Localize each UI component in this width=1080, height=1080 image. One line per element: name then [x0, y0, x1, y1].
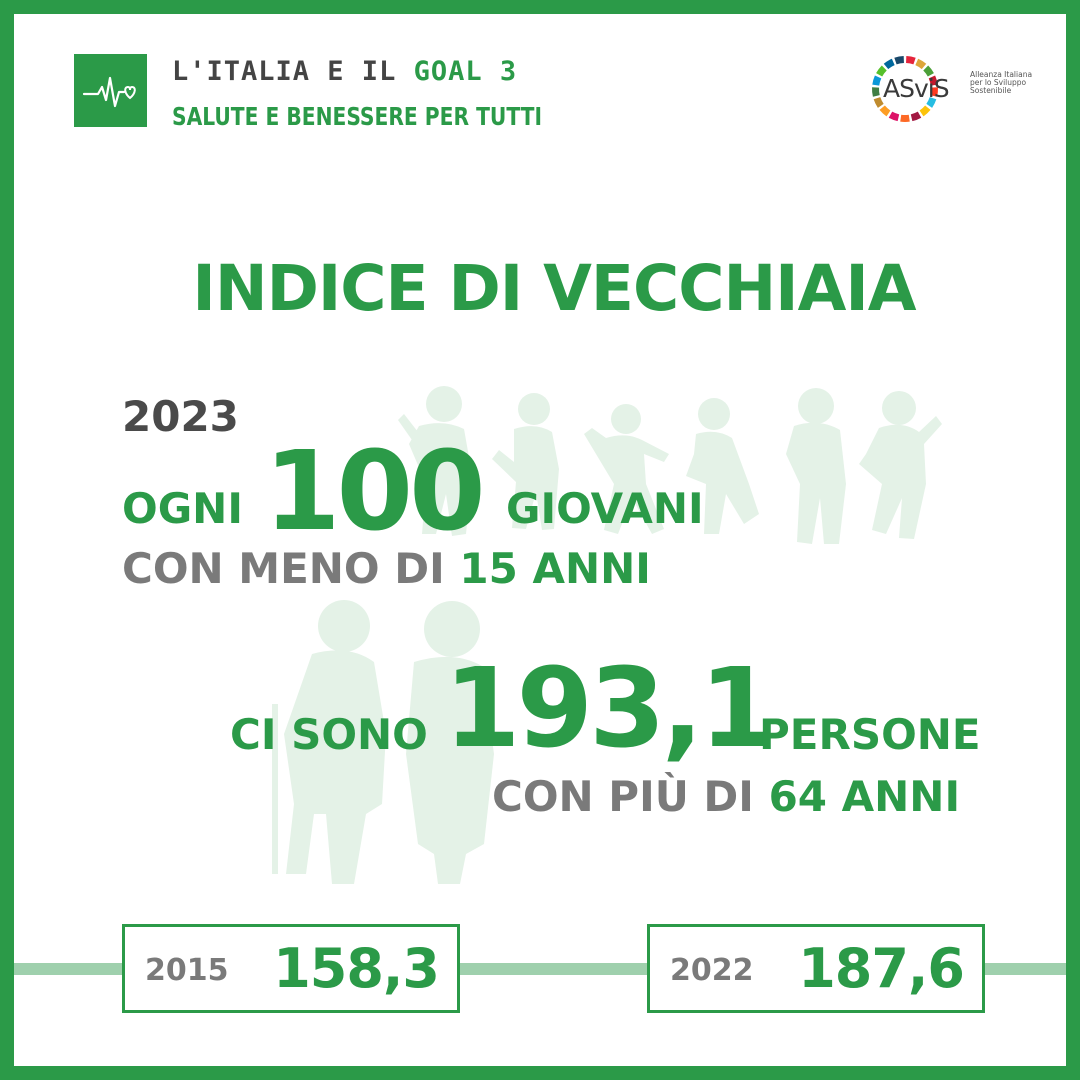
sdg-ring-segment — [915, 58, 927, 70]
header-prefix: L'ITALIA E IL — [172, 56, 414, 87]
old-count: 193,1 — [444, 644, 776, 772]
sdg-ring-segment — [910, 111, 922, 122]
sdg-ring-segment — [876, 65, 887, 77]
page-title: INDICE DI VECCHIAIA — [192, 252, 916, 325]
child-silhouette-6 — [859, 391, 942, 539]
sdg-ring-segment — [872, 75, 882, 86]
heartbeat-icon — [74, 54, 147, 127]
persone-label: PERSONE — [759, 710, 981, 759]
young-count: 100 — [264, 427, 486, 555]
ogni-label: OGNI — [122, 484, 243, 533]
asvis-logo: ASviS Alleanza Italiana per lo Sviluppo … — [870, 54, 1050, 124]
timeline-box-2015: 2015 158,3 — [122, 924, 460, 1013]
header-title: L'ITALIA E IL GOAL 3 — [172, 56, 517, 87]
over-64-label: CON PIÙ DI 64 ANNI — [492, 772, 960, 821]
sdg-ring-segment — [906, 56, 916, 65]
sdg-ring-segment — [872, 87, 880, 97]
child-silhouette-5 — [786, 388, 846, 544]
timeline-box-2022: 2022 187,6 — [647, 924, 985, 1013]
sdg-ring-segment — [888, 111, 900, 122]
logo-subtitle: Alleanza Italiana per lo Sviluppo Sosten… — [970, 70, 1033, 95]
sdg-ring-segment — [894, 56, 904, 65]
logo-name: ASviS — [883, 74, 950, 103]
timeline-value: 158,3 — [273, 937, 440, 1000]
sdg-ring-segment — [930, 87, 938, 97]
sdg-ring-icon — [872, 56, 938, 122]
sdg-ring-segment — [919, 105, 931, 117]
sdg-ring-segment — [883, 58, 895, 70]
under-15-label: CON MENO DI 15 ANNI — [122, 544, 651, 593]
meno-value: 15 ANNI — [459, 544, 651, 593]
piu-prefix: CON PIÙ DI — [492, 772, 769, 821]
giovani-label: GIOVANI — [506, 484, 704, 533]
timeline-year: 2022 — [670, 953, 754, 988]
timeline-year: 2015 — [145, 953, 229, 988]
ci-sono-label: CI SONO — [230, 710, 428, 759]
sdg-ring-segment — [900, 114, 910, 122]
piu-value: 64 ANNI — [768, 772, 961, 821]
sdg-ring-segment — [873, 97, 884, 108]
meno-prefix: CON MENO DI — [122, 544, 460, 593]
sdg-ring-segment — [928, 75, 938, 86]
sdg-ring-segment — [879, 105, 891, 117]
header-subtitle: SALUTE E BENESSERE PER TUTTI — [172, 102, 543, 131]
year-label: 2023 — [122, 392, 239, 441]
timeline-value: 187,6 — [798, 937, 965, 1000]
sdg-ring-segment — [926, 97, 937, 108]
goal-label: GOAL 3 — [413, 56, 518, 87]
sdg-ring-segment — [923, 65, 934, 77]
